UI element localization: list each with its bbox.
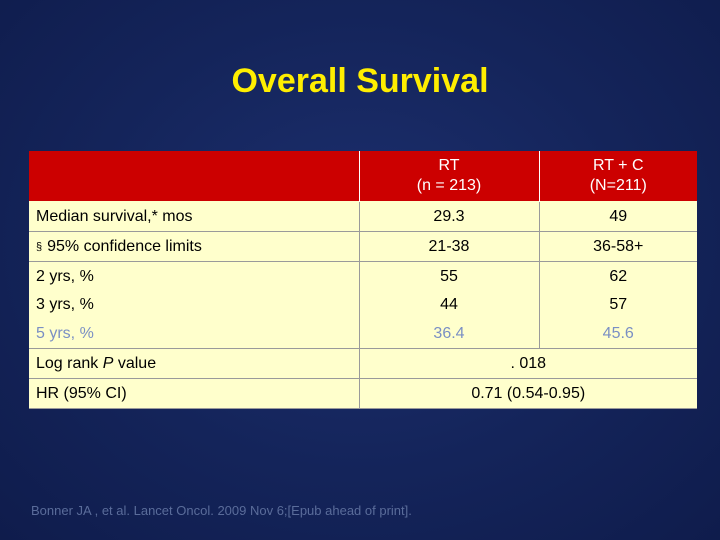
bullet-icon: § [36,240,43,253]
rt-value: 55 [358,261,540,291]
rt-c-value: 45.6 [539,319,697,349]
row-label: Log rank P value [29,348,360,379]
row-label-text: 95% confidence limits [47,237,202,255]
column-header-rt-name: RT [438,157,460,174]
table-row-log-rank: Log rank P value . 018 [29,348,697,379]
column-header-rt: RT (n = 213) [358,151,540,202]
combined-value: . 018 [359,348,697,379]
row-label: 5 yrs, % [29,319,359,349]
column-header-rt-c: RT + C (N=211) [539,151,697,202]
column-header-rt-c-n: (N=211) [589,177,647,194]
row-label: 3 yrs, % [29,291,359,319]
rt-c-value: 36-58+ [539,231,697,262]
rt-value: 29.3 [358,201,540,232]
row-label-italic: P [102,354,114,372]
rt-c-value: 57 [539,291,697,319]
table-row-hazard-ratio: HR (95% CI) 0.71 (0.54-0.95) [29,378,697,409]
combined-value: 0.71 (0.54-0.95) [359,378,697,409]
rt-c-value: 49 [539,201,697,232]
citation: Bonner JA , et al. Lancet Oncol. 2009 No… [31,503,412,518]
table-header-row: RT (n = 213) RT + C (N=211) [29,151,697,202]
row-label: HR (95% CI) [29,378,360,409]
header-corner-cell [29,151,359,202]
rt-c-value: 62 [539,261,697,291]
table-row-2yrs: 2 yrs, % 55 62 [29,261,697,291]
table-row-confidence-limits: § 95% confidence limits 21-38 36-58+ [29,231,697,262]
row-label-post: value [113,354,157,372]
table-row-median-survival: Median survival,* mos 29.3 49 [29,201,697,232]
rt-value: 44 [358,291,540,319]
rt-value: 36.4 [358,319,540,349]
column-header-rt-n: (n = 213) [416,177,482,194]
row-label-pre: Log rank [36,354,103,372]
survival-table: RT (n = 213) RT + C (N=211) Median survi… [29,151,697,409]
slide-title: Overall Survival [231,62,489,100]
row-label: Median survival,* mos [29,201,359,232]
column-header-rt-c-name: RT + C [592,157,644,174]
table-row-5yrs: 5 yrs, % 36.4 45.6 [29,319,697,349]
row-label: § 95% confidence limits [29,231,359,262]
table-row-3yrs: 3 yrs, % 44 57 [29,291,697,319]
row-label: 2 yrs, % [29,261,359,291]
rt-value: 21-38 [358,231,540,262]
